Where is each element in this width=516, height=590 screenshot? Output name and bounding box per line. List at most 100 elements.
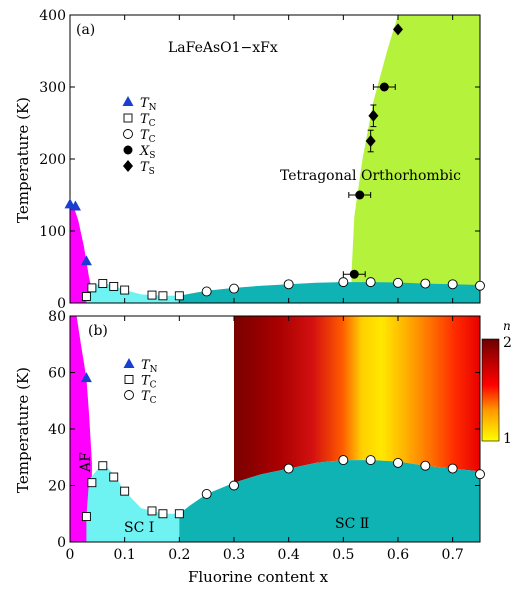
panel-a-axes: 0 100 200 300 400 bbox=[39, 8, 480, 312]
tc-point bbox=[229, 480, 239, 491]
legend-ts-label: TS bbox=[140, 160, 155, 177]
n-colorbar bbox=[481, 338, 500, 442]
tc-point bbox=[158, 509, 168, 519]
legend-tc-label: TC bbox=[140, 112, 156, 129]
tc-point bbox=[420, 460, 431, 471]
sc2-region bbox=[179, 282, 480, 303]
tc-point bbox=[338, 277, 349, 288]
y-tick-label: 20 bbox=[48, 479, 66, 495]
tc-point bbox=[81, 292, 91, 301]
sc2-label: SC Ⅱ bbox=[335, 516, 369, 532]
panel-b-axes: 0 0.1 0.2 0.3 0.4 0.5 0.6 0.7 0 20 40 60 80 bbox=[48, 309, 480, 563]
x-tick-label: 0 bbox=[66, 547, 75, 563]
colorbar-label: n bbox=[503, 319, 511, 333]
y-axis-label-a: Temperature (K) bbox=[14, 97, 32, 223]
x-tick-label: 0.6 bbox=[387, 547, 409, 563]
tc-point bbox=[365, 455, 376, 466]
orthorhombic-region bbox=[351, 15, 480, 285]
tc-point bbox=[81, 512, 91, 522]
x-tick-label: 0.4 bbox=[278, 547, 300, 563]
tc-point bbox=[447, 279, 458, 290]
tc-point bbox=[174, 509, 184, 519]
tetragonal-label: Tetragonal bbox=[280, 168, 357, 184]
sc1-label: SC Ⅰ bbox=[124, 520, 154, 536]
tc-point bbox=[109, 472, 119, 482]
tc-point bbox=[147, 506, 157, 516]
y-tick-label: 60 bbox=[48, 366, 66, 382]
y-tick-label: 200 bbox=[39, 152, 66, 168]
legend-tc-label: TC bbox=[141, 374, 157, 391]
y-tick-label: 80 bbox=[48, 309, 66, 325]
orthorhombic-label: Orthorhombic bbox=[361, 168, 461, 184]
af-region bbox=[70, 198, 92, 303]
legend-tc-label: TC bbox=[141, 389, 157, 406]
tc-point bbox=[120, 285, 130, 295]
legend-tc-marker bbox=[123, 113, 133, 123]
y-tick-label: 400 bbox=[39, 8, 66, 24]
tc-point bbox=[393, 457, 403, 468]
tc-point bbox=[87, 283, 97, 293]
tc-point bbox=[109, 281, 119, 291]
xs-point bbox=[355, 190, 365, 200]
tn-point bbox=[80, 255, 92, 266]
tc-point bbox=[120, 486, 130, 496]
tc-point bbox=[174, 291, 184, 301]
legend-tn-label: TN bbox=[141, 358, 158, 375]
tc-point bbox=[87, 478, 97, 488]
tc-point bbox=[98, 461, 108, 471]
x-tick-label: 0.5 bbox=[332, 547, 354, 563]
tc-point bbox=[420, 278, 431, 289]
tc-point bbox=[365, 277, 376, 288]
tc-point bbox=[447, 463, 458, 474]
tc-point bbox=[98, 279, 108, 289]
y-tick-label: 40 bbox=[48, 422, 66, 438]
ts-point bbox=[368, 109, 379, 122]
tc-point bbox=[283, 279, 294, 290]
tc-point bbox=[338, 455, 349, 466]
panel-b-points bbox=[80, 372, 485, 522]
n-exponent-map bbox=[234, 316, 480, 483]
legend-tc-marker bbox=[124, 390, 134, 400]
tc-point bbox=[229, 283, 239, 294]
y-axis-label-b: Temperature (K) bbox=[14, 367, 32, 493]
x-axis-label: Fluorine content x bbox=[188, 568, 329, 586]
panel-a-points bbox=[64, 23, 485, 301]
sc2-region bbox=[179, 460, 480, 542]
af-label: AF bbox=[78, 452, 94, 473]
tc-point bbox=[475, 469, 485, 480]
legend-xs-marker bbox=[123, 145, 133, 155]
legend-tn-label: TN bbox=[140, 96, 157, 113]
colorbar-max-label: 2 bbox=[503, 335, 512, 351]
x-tick-label: 0.2 bbox=[168, 547, 190, 563]
legend-tn-marker bbox=[122, 96, 134, 106]
panel-b: 0 0.1 0.2 0.3 0.4 0.5 0.6 0.7 0 20 40 60 80 (b) AF S… bbox=[48, 309, 512, 563]
x-tick-label: 0.3 bbox=[223, 547, 245, 563]
legend-tc-marker bbox=[123, 129, 133, 139]
y-tick-label: 0 bbox=[57, 535, 66, 551]
tc-point bbox=[283, 463, 294, 474]
xs-point bbox=[379, 82, 389, 92]
legend-tn-marker bbox=[123, 358, 135, 368]
af-region bbox=[70, 316, 92, 542]
tn-point bbox=[80, 372, 92, 383]
ts-point bbox=[365, 135, 376, 147]
xs-point bbox=[349, 269, 359, 279]
compound-formula: LaFeAsO1−xFx bbox=[168, 40, 278, 56]
tc-point bbox=[158, 291, 168, 301]
panel-a: 0 100 200 300 400 (a) LaFeAsO1−xFx Tetragona… bbox=[39, 8, 485, 312]
tc-point bbox=[201, 489, 212, 499]
tc-point bbox=[147, 290, 157, 300]
legend-ts-marker bbox=[123, 160, 133, 172]
y-tick-label: 100 bbox=[39, 224, 66, 240]
sc1-region bbox=[86, 462, 180, 542]
colorbar-min-label: 1 bbox=[503, 431, 512, 447]
x-tick-label: 0.1 bbox=[114, 547, 136, 563]
panel-b-label: (b) bbox=[88, 323, 108, 339]
tc-point bbox=[393, 277, 403, 288]
legend-tc-label: TC bbox=[140, 128, 156, 145]
y-tick-label: 300 bbox=[39, 80, 66, 96]
ts-point bbox=[393, 23, 403, 36]
